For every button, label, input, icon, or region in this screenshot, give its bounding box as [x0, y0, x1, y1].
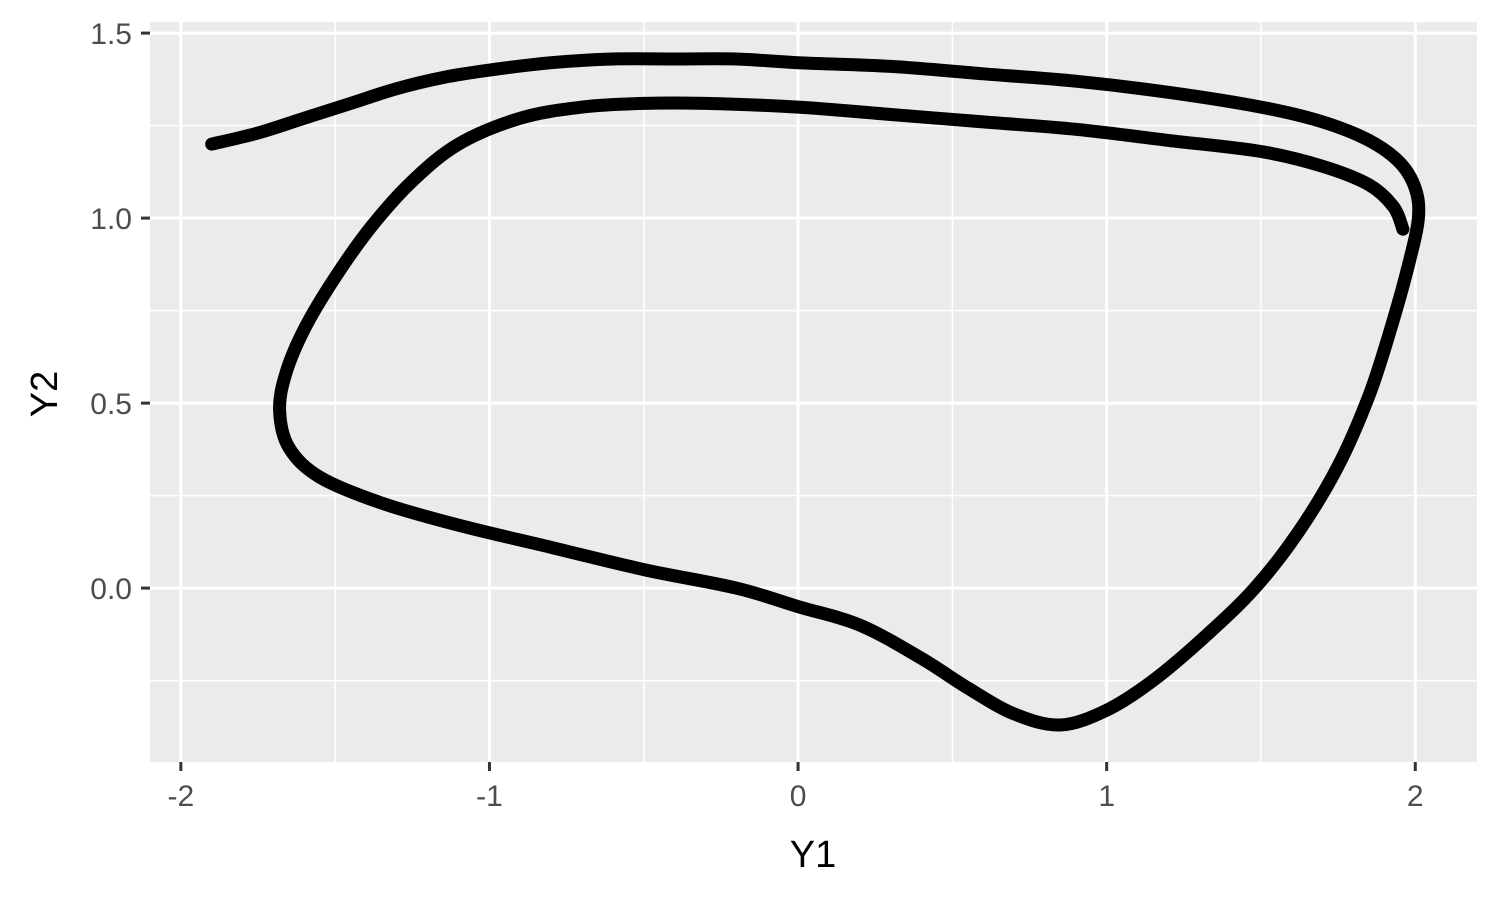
x-tick-label: 0 [790, 780, 807, 813]
y-tick-label: 1.0 [90, 203, 132, 236]
trajectory-line [205, 52, 1426, 732]
x-axis: -2 -1 0 1 2 [168, 762, 1424, 813]
x-axis-title: Y1 [790, 834, 836, 876]
plot-panel [150, 22, 1477, 762]
y-axis: 0.0 0.5 1.0 1.5 [90, 18, 150, 606]
y-tick-label: 0.5 [90, 388, 132, 421]
y-tick-label: 1.5 [90, 18, 132, 51]
x-tick-label: -2 [168, 780, 195, 813]
x-tick-label: -1 [476, 780, 503, 813]
y-tick-label: 0.0 [90, 573, 132, 606]
x-tick-label: 2 [1407, 780, 1424, 813]
y-axis-title: Y2 [24, 371, 66, 417]
x-tick-label: 1 [1098, 780, 1115, 813]
